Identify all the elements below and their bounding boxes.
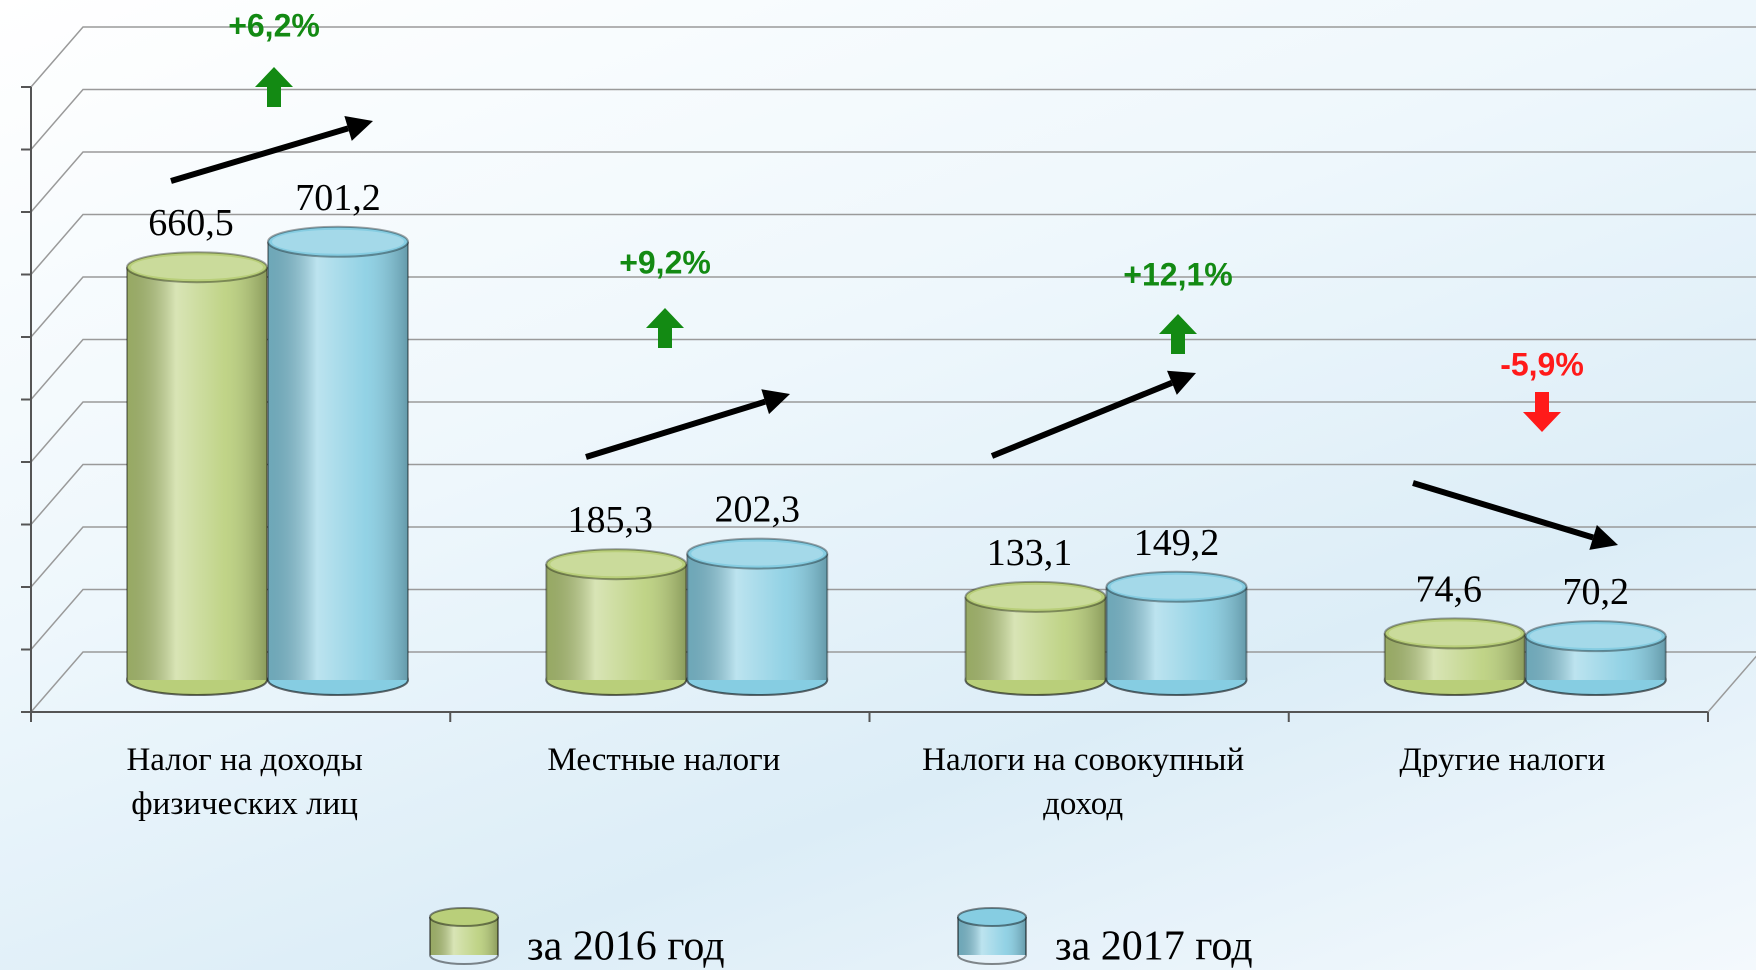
change-arrow [255, 67, 293, 107]
trend-arrow-head [1167, 370, 1196, 395]
bar-group [964, 580, 1107, 696]
grid-line [30, 338, 1756, 400]
bar-top [1524, 620, 1667, 653]
bar-shade [546, 564, 687, 680]
annotation: +12,1% [1123, 256, 1232, 292]
bar-group [686, 537, 829, 696]
annotation: +6,2% [228, 7, 320, 43]
grid-line [30, 526, 1756, 588]
bar-outline [1524, 636, 1667, 696]
trend-arrow [990, 380, 1174, 459]
bar-shade [127, 267, 267, 680]
bar-top-shine [131, 255, 263, 280]
trend-arrow [170, 125, 349, 184]
x-tick-label: Налог на доходы физических лиц [126, 742, 363, 822]
bar-outline [964, 596, 1107, 696]
bar-top [1383, 617, 1526, 650]
bar-outline [686, 553, 829, 696]
grid-line [30, 26, 1756, 88]
annotation: +9,2% [619, 244, 711, 280]
bar-shade [687, 553, 828, 680]
bar-top [1105, 570, 1248, 603]
value-label: 185,3 [568, 499, 654, 541]
bar-shade [1106, 586, 1247, 680]
annotation: -5,9% [1500, 346, 1584, 382]
bar-top [686, 537, 829, 570]
grid-line [30, 151, 1756, 213]
bar-outline [545, 564, 688, 696]
floor-edge [1707, 655, 1756, 713]
bar-top-shine [969, 584, 1102, 609]
value-label: 70,2 [1563, 571, 1630, 613]
grid-line [30, 463, 1756, 525]
value-label: 133,1 [987, 532, 1073, 574]
bar-group [267, 225, 409, 696]
legend-swatch-outline [429, 917, 499, 965]
bar-shade [268, 241, 408, 680]
legend-item: за 2016 год [429, 907, 725, 970]
legend-label: за 2016 год [527, 924, 725, 970]
trend-arrow-head [761, 389, 790, 415]
bar-group [1524, 620, 1667, 696]
bar-group [126, 251, 268, 696]
trend-arrow-head [344, 115, 373, 141]
bar-top-shine [1529, 624, 1662, 649]
bar-group [1105, 570, 1248, 696]
x-tick-label: Другие налоги [1399, 742, 1606, 778]
legend-swatch-top [957, 907, 1027, 927]
bar-top-shine [1110, 574, 1243, 599]
bar-group [545, 548, 688, 696]
legend-item: за 2017 год [957, 907, 1253, 970]
bar-top [126, 251, 268, 284]
change-arrow [1159, 314, 1197, 354]
value-label: 701,2 [295, 177, 381, 219]
value-label: 149,2 [1134, 522, 1220, 564]
bar-top-shine [1388, 621, 1521, 646]
value-label: 74,6 [1416, 568, 1483, 610]
grid-line [30, 88, 1756, 150]
bar-top [267, 225, 409, 258]
bar-outline [1105, 586, 1248, 696]
value-label: 660,5 [148, 202, 234, 244]
grid-line [30, 401, 1756, 463]
grid-line [30, 213, 1756, 275]
change-arrow [1523, 392, 1561, 432]
legend-swatch-outline [957, 917, 1027, 965]
grid-line [30, 276, 1756, 338]
trend-arrow-head [1589, 525, 1618, 550]
bar-outline [1383, 633, 1526, 696]
bar-top [545, 548, 688, 581]
change-arrow [646, 308, 684, 348]
bar-outline [267, 241, 409, 696]
bar-top [964, 580, 1107, 613]
value-label: 202,3 [715, 489, 801, 531]
bar-outline [126, 267, 268, 696]
trend-arrow [585, 398, 767, 460]
bar-group [1383, 617, 1526, 696]
legend-label: за 2017 год [1055, 924, 1253, 970]
bar-top-shine [272, 229, 404, 254]
bar-top-shine [550, 552, 683, 577]
trend-arrow [1412, 480, 1594, 541]
x-tick-label: Налоги на совокупный доход [922, 742, 1245, 822]
x-tick-label: Местные налоги [547, 742, 781, 778]
legend-swatch-top [429, 907, 499, 927]
bar-top-shine [691, 541, 824, 566]
